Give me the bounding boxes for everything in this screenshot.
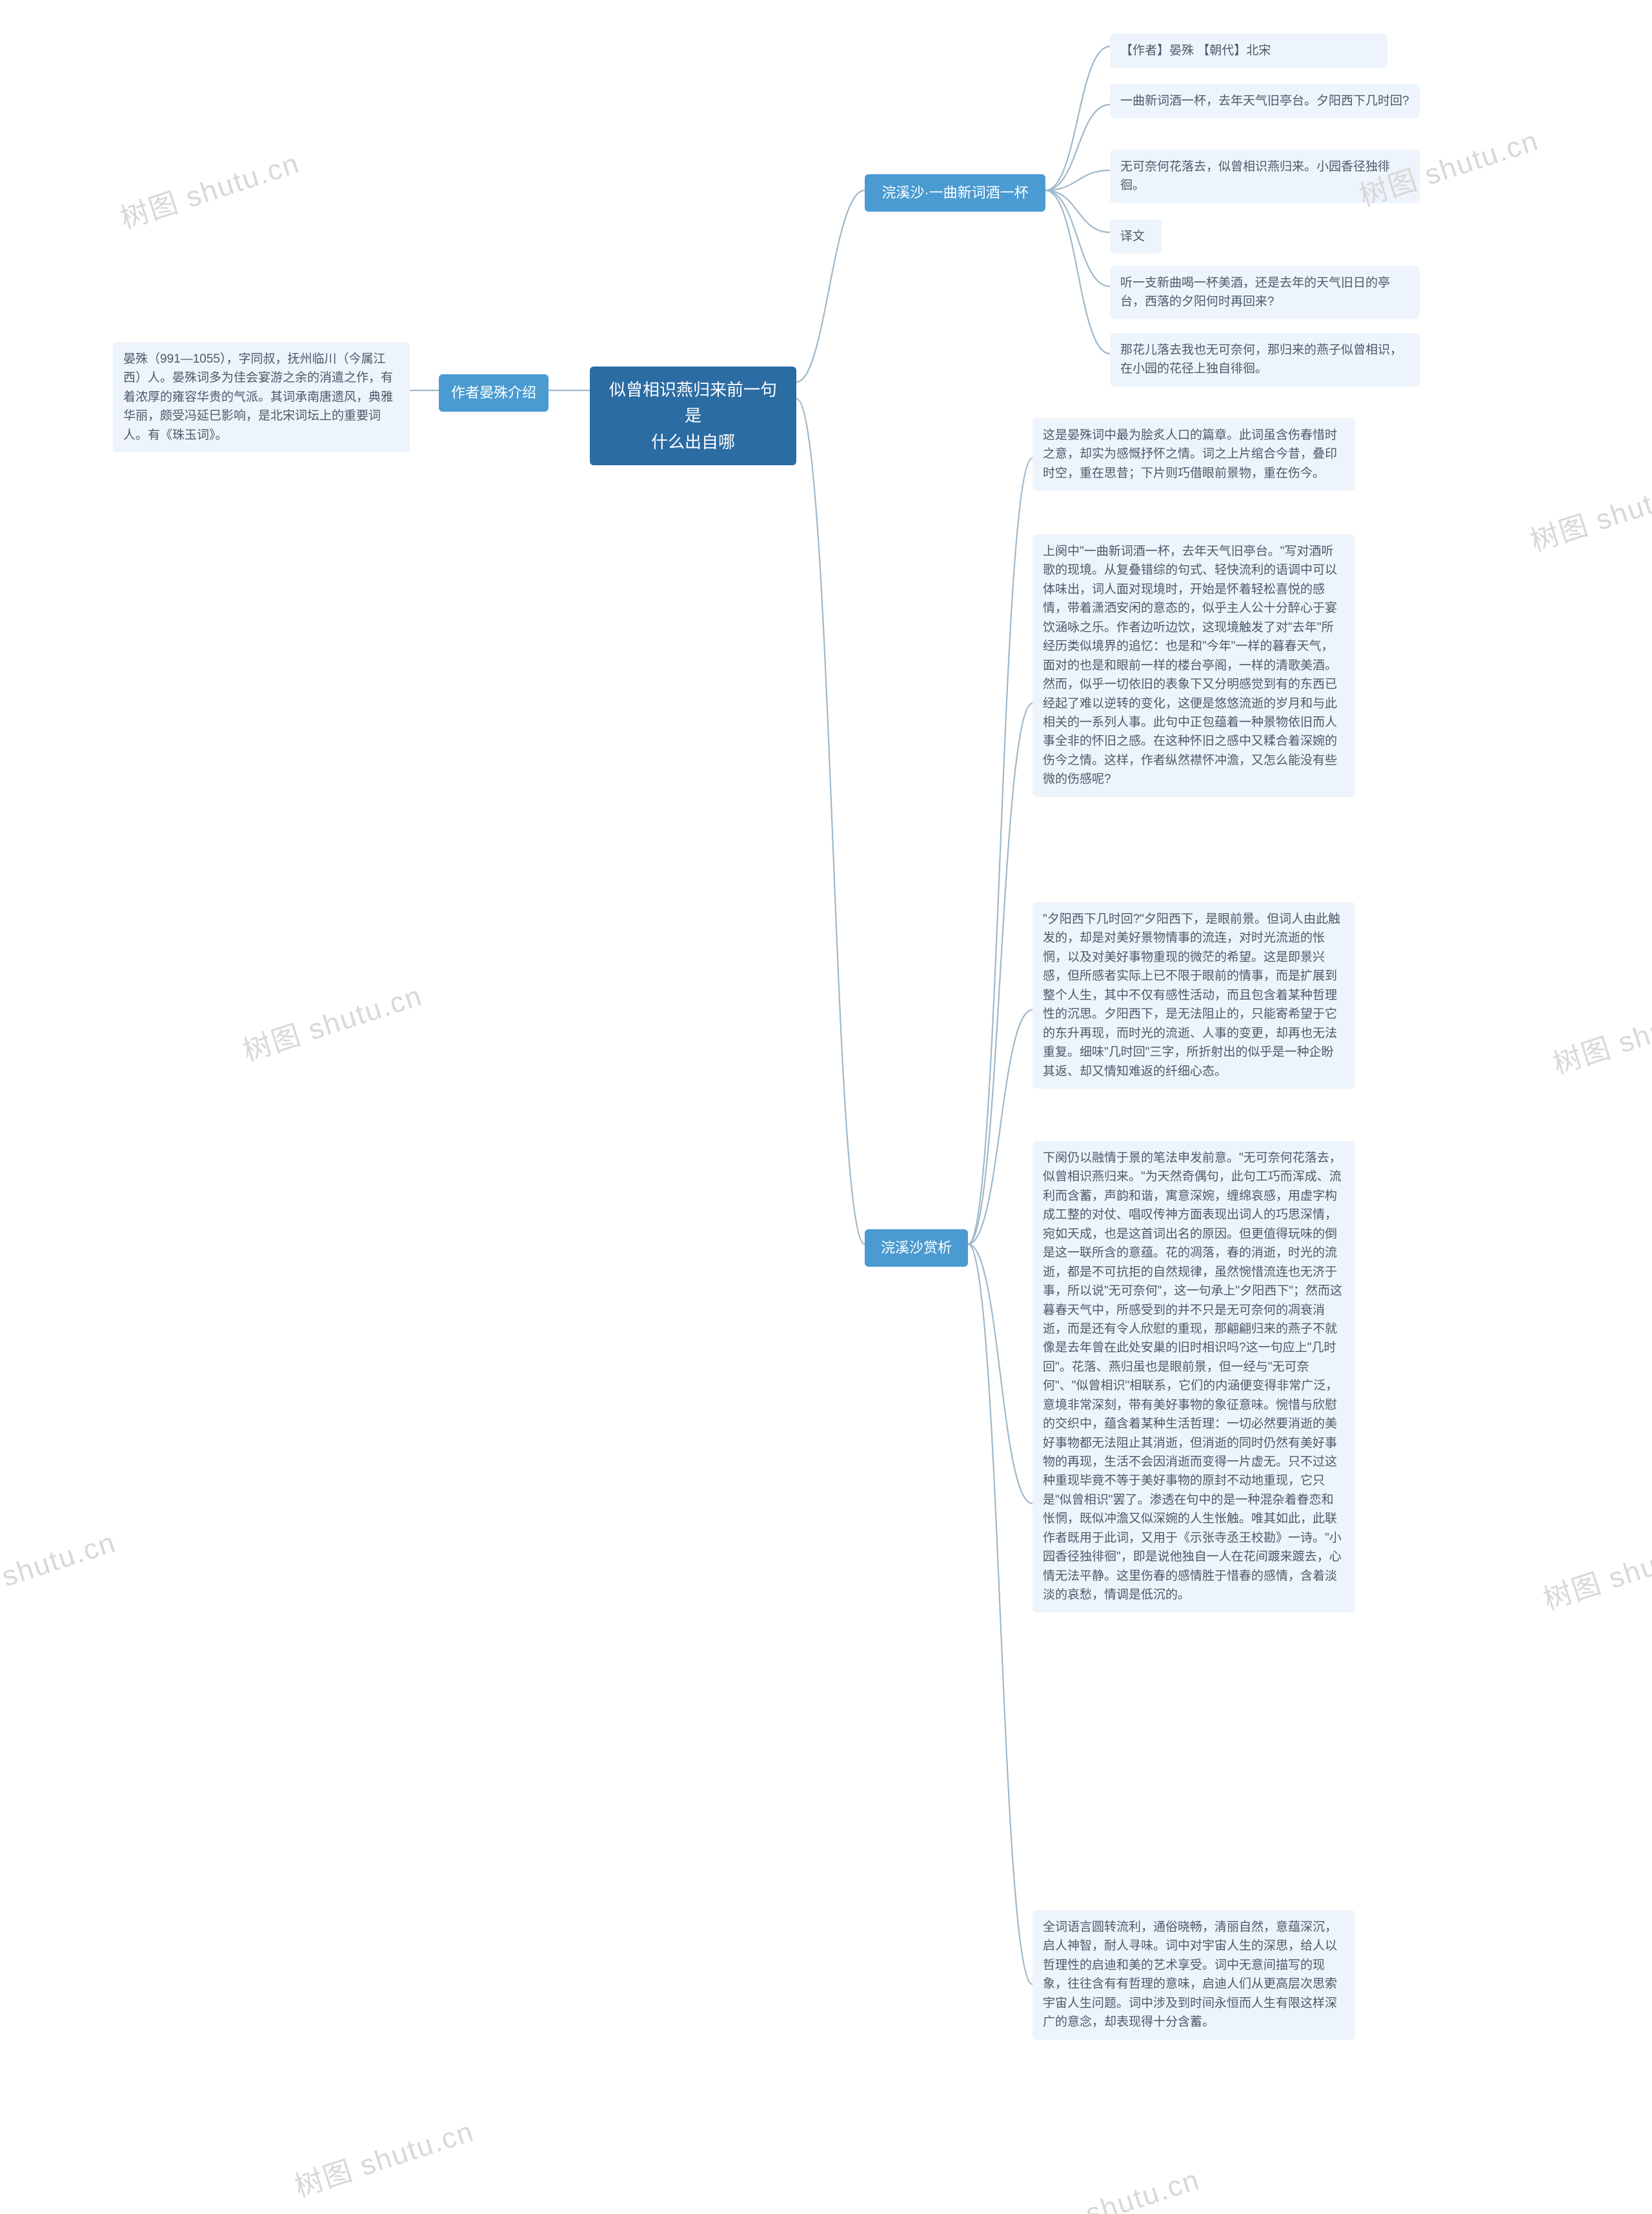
leaf-poem-line2-text: 无可奈何花落去，似曾相识燕归来。小园香径独徘徊。	[1120, 160, 1390, 192]
leaf-poem-trans2: 那花儿落去我也无可奈何，那归来的燕子似曾相识，在小园的花径上独自徘徊。	[1110, 333, 1420, 387]
branch-poem-label: 浣溪沙·一曲新词酒一杯	[881, 185, 1028, 201]
leaf-poem-trans2-text: 那花儿落去我也无可奈何，那归来的燕子似曾相识，在小园的花径上独自徘徊。	[1120, 343, 1402, 376]
leaf-poem-trans1: 听一支新曲喝一杯美酒，还是去年的天气旧日的亭台，西落的夕阳何时再回来?	[1110, 266, 1420, 319]
leaf-author-bio-text: 晏殊（991—1055），字同叔，抚州临川（今属江西）人。晏殊词多为佳会宴游之余…	[123, 352, 393, 442]
leaf-app-p4: 下阕仍以融情于景的笔法申发前意。"无可奈何花落去，似曾相识燕归来。"为天然奇偶句…	[1032, 1141, 1355, 1613]
branch-author-label: 作者晏殊介绍	[451, 385, 536, 401]
leaf-app-p5-text: 全词语言圆转流利，通俗晓畅，清丽自然，意蕴深沉，启人神智，耐人寻味。词中对宇宙人…	[1043, 1920, 1337, 2029]
watermark: 树图 shutu.cn	[288, 2108, 478, 2205]
leaf-poem-line1-text: 一曲新词酒一杯，去年天气旧亭台。夕阳西下几时回?	[1120, 94, 1409, 108]
leaf-poem-author: 【作者】晏殊 【朝代】北宋	[1110, 34, 1387, 68]
leaf-poem-trans1-text: 听一支新曲喝一杯美酒，还是去年的天气旧日的亭台，西落的夕阳何时再回来?	[1120, 276, 1390, 308]
leaf-app-p3-text: "夕阳西下几时回?"夕阳西下，是眼前景。但词人由此触发的，却是对美好景物情事的流…	[1043, 912, 1340, 1078]
leaf-poem-trans-label: 译文	[1110, 219, 1162, 254]
watermark: 树图 shutu.cn	[1547, 985, 1652, 1082]
leaf-app-p4-text: 下阕仍以融情于景的笔法申发前意。"无可奈何花落去，似曾相识燕归来。"为天然奇偶句…	[1043, 1151, 1342, 1602]
root-node[interactable]: 似曾相识燕归来前一句是 什么出自哪	[590, 367, 796, 465]
watermark: shutu.cn	[1082, 2164, 1204, 2214]
root-line1: 似曾相识燕归来前一句是	[609, 380, 777, 425]
leaf-app-p1: 这是晏殊词中最为脍炙人口的篇章。此词虽含伤春惜时之意，却实为感慨抒怀之情。词之上…	[1032, 418, 1355, 490]
watermark: 图 shutu.cn	[0, 1519, 121, 1607]
watermark: 树图 shutu.cn	[1537, 1521, 1652, 1618]
leaf-app-p2: 上阕中"一曲新词酒一杯，去年天气旧亭台。"写对酒听歌的现境。从复叠错综的句式、轻…	[1032, 534, 1355, 797]
watermark: 树图 shutu.cn	[237, 972, 427, 1069]
leaf-poem-line1: 一曲新词酒一杯，去年天气旧亭台。夕阳西下几时回?	[1110, 84, 1420, 118]
connector-layer	[0, 0, 1652, 2214]
leaf-poem-trans-label-text: 译文	[1120, 230, 1145, 243]
watermark: 树图 shutu.cn	[1353, 117, 1543, 214]
leaf-author-bio: 晏殊（991—1055），字同叔，抚州临川（今属江西）人。晏殊词多为佳会宴游之余…	[113, 342, 410, 452]
branch-author[interactable]: 作者晏殊介绍	[439, 374, 549, 412]
watermark: 树图 shutu.cn	[114, 140, 304, 237]
branch-appreciation-label: 浣溪沙赏析	[881, 1240, 952, 1256]
branch-poem[interactable]: 浣溪沙·一曲新词酒一杯	[865, 174, 1045, 212]
leaf-app-p1-text: 这是晏殊词中最为脍炙人口的篇章。此词虽含伤春惜时之意，却实为感慨抒怀之情。词之上…	[1043, 428, 1337, 480]
branch-appreciation[interactable]: 浣溪沙赏析	[865, 1229, 968, 1267]
leaf-app-p2-text: 上阕中"一曲新词酒一杯，去年天气旧亭台。"写对酒听歌的现境。从复叠错综的句式、轻…	[1043, 545, 1337, 786]
leaf-app-p5: 全词语言圆转流利，通俗晓畅，清丽自然，意蕴深沉，启人神智，耐人寻味。词中对宇宙人…	[1032, 1910, 1355, 2040]
leaf-poem-author-text: 【作者】晏殊 【朝代】北宋	[1120, 44, 1271, 57]
watermark: 树图 shutu.cn	[1524, 463, 1652, 559]
leaf-app-p3: "夕阳西下几时回?"夕阳西下，是眼前景。但词人由此触发的，却是对美好景物情事的流…	[1032, 902, 1355, 1089]
root-line2: 什么出自哪	[651, 432, 735, 452]
